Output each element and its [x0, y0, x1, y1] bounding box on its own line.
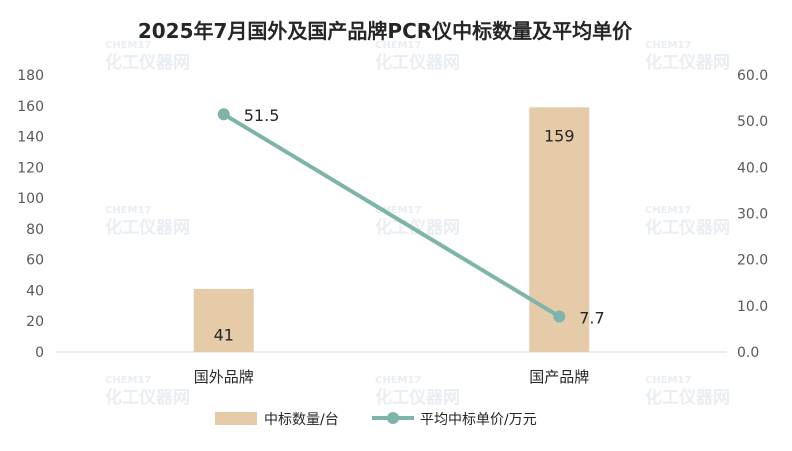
right-y-axis: 0.0 10.0 20.0 30.0 40.0 50.0 60.0: [737, 68, 768, 361]
chart-title: 2025年7月国外及国产品牌PCR仪中标数量及平均单价: [138, 19, 633, 43]
right-tick-label: 10.0: [737, 299, 768, 315]
watermark-cn: 化工仪器网: [105, 52, 190, 73]
legend-bar-label: 中标数量/台: [264, 412, 339, 428]
line-data-label: 7.7: [579, 308, 604, 327]
watermark-cn: 化工仪器网: [375, 52, 460, 73]
category-label: 国产品牌: [529, 368, 589, 386]
bar-data-label: 41: [214, 325, 234, 344]
left-tick-label: 60: [26, 253, 44, 269]
legend-line-marker: [387, 412, 399, 424]
right-tick-label: 60.0: [737, 68, 768, 84]
watermark-en: CHEM17: [645, 375, 691, 386]
left-tick-label: 0: [35, 345, 44, 361]
watermark-layer: CHEM17化工仪器网CHEM17化工仪器网CHEM17化工仪器网CHEM17化…: [105, 40, 730, 408]
watermark-en: CHEM17: [105, 375, 151, 386]
line-data-label: 51.5: [244, 106, 280, 125]
watermark-en: CHEM17: [105, 205, 151, 216]
watermark-cn: 化工仪器网: [105, 217, 190, 238]
left-tick-label: 180: [17, 68, 44, 84]
line-point: [217, 108, 230, 121]
watermark-en: CHEM17: [375, 40, 421, 51]
watermark-en: CHEM17: [645, 40, 691, 51]
category-label: 国外品牌: [194, 368, 254, 386]
left-tick-label: 40: [26, 283, 44, 299]
right-tick-label: 30.0: [737, 207, 768, 223]
right-tick-label: 0.0: [737, 345, 759, 361]
watermark-cn: 化工仪器网: [645, 52, 730, 73]
legend-bar-swatch: [215, 412, 257, 425]
watermark-cn: 化工仪器网: [105, 387, 190, 408]
right-tick-label: 40.0: [737, 160, 768, 176]
left-tick-label: 100: [17, 191, 44, 207]
bar: [193, 288, 254, 352]
watermark-cn: 化工仪器网: [375, 387, 460, 408]
right-tick-label: 50.0: [737, 114, 768, 130]
watermark-cn: 化工仪器网: [645, 387, 730, 408]
watermark-en: CHEM17: [105, 40, 151, 51]
watermark-en: CHEM17: [375, 205, 421, 216]
watermark-en: CHEM17: [375, 375, 421, 386]
bar-data-label: 159: [544, 126, 575, 145]
legend: 中标数量/台 平均中标单价/万元: [215, 412, 537, 428]
left-tick-label: 80: [26, 222, 44, 238]
left-tick-label: 140: [17, 130, 44, 146]
watermark-cn: 化工仪器网: [375, 217, 460, 238]
line-point: [553, 310, 566, 323]
left-tick-label: 120: [17, 160, 44, 176]
series-line: [222, 112, 561, 319]
legend-line-label: 平均中标单价/万元: [420, 412, 537, 428]
left-tick-label: 160: [17, 99, 44, 115]
left-y-axis: 0 20 40 60 80 100 120 140 160 180: [17, 68, 44, 361]
x-axis-labels: 国外品牌 国产品牌: [194, 368, 590, 386]
left-tick-label: 20: [26, 314, 44, 330]
right-tick-label: 20.0: [737, 253, 768, 269]
line-series: 51.5 7.7: [217, 106, 605, 327]
watermark-en: CHEM17: [645, 205, 691, 216]
watermark-cn: 化工仪器网: [645, 217, 730, 238]
